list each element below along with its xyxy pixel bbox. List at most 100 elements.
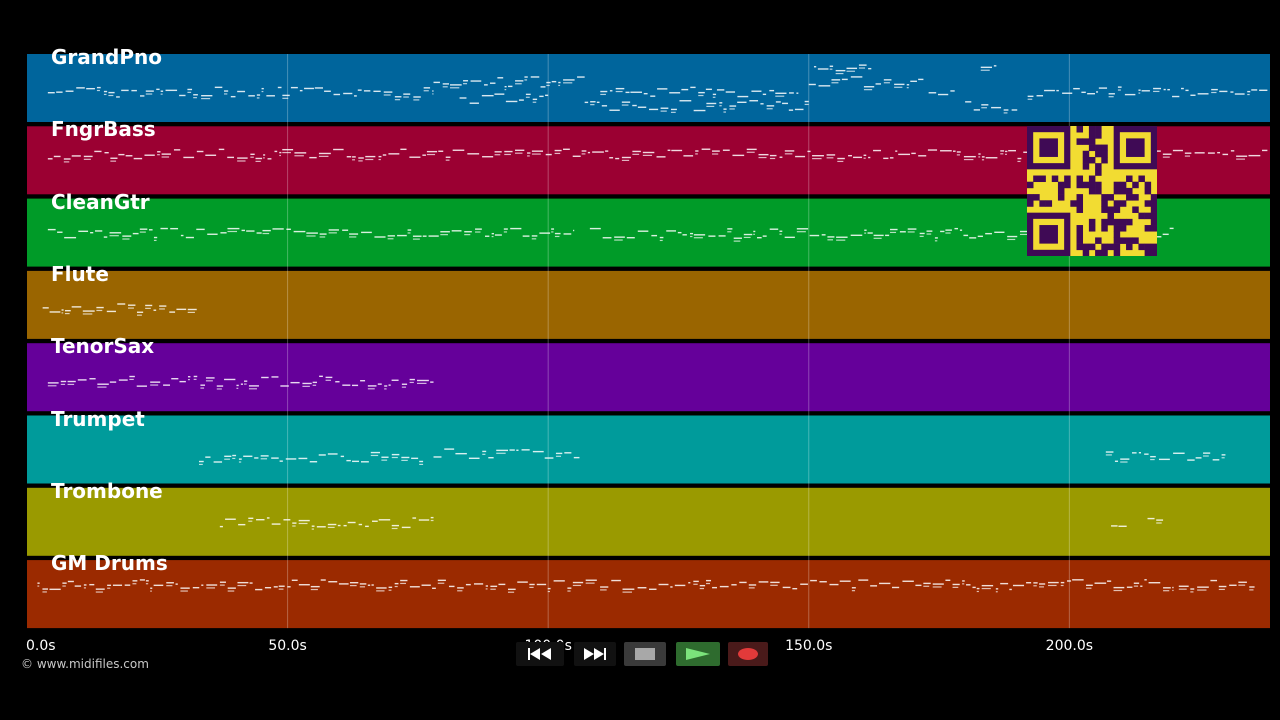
note-mark	[433, 456, 442, 458]
note-mark	[187, 376, 191, 378]
qr-module	[1113, 218, 1121, 226]
note-mark	[894, 83, 905, 86]
note-mark	[688, 582, 691, 584]
qr-module	[1138, 175, 1145, 183]
qr-module	[1064, 175, 1071, 183]
note-mark	[863, 154, 867, 156]
note-mark	[157, 154, 160, 156]
note-mark	[482, 450, 487, 453]
note-mark	[224, 90, 229, 92]
note-mark	[959, 229, 963, 231]
note-mark	[310, 588, 318, 591]
note-mark	[890, 228, 898, 231]
record-button[interactable]	[728, 642, 768, 666]
note-mark	[185, 236, 194, 239]
note-mark	[1017, 160, 1021, 163]
note-mark	[262, 232, 270, 235]
qr-module	[1076, 225, 1084, 232]
note-mark	[1211, 91, 1217, 94]
note-mark	[706, 105, 715, 107]
note-mark	[585, 582, 595, 584]
track-label: Trumpet	[51, 406, 145, 431]
note-mark	[953, 150, 956, 152]
note-mark	[1163, 88, 1166, 91]
note-mark	[642, 154, 653, 156]
note-mark	[1219, 90, 1228, 93]
note-mark	[848, 154, 852, 157]
qr-code	[1027, 126, 1157, 256]
note-mark	[670, 586, 673, 588]
note-mark	[829, 65, 834, 67]
note-mark	[64, 309, 71, 312]
note-mark	[965, 101, 972, 103]
note-mark	[306, 235, 316, 237]
note-mark	[674, 584, 686, 587]
note-mark	[743, 236, 751, 239]
note-mark	[139, 579, 145, 581]
note-mark	[359, 586, 366, 588]
note-mark	[879, 582, 891, 585]
qr-module	[1132, 181, 1139, 189]
note-mark	[302, 382, 312, 385]
note-mark	[198, 463, 203, 466]
note-mark	[423, 90, 429, 92]
note-mark	[358, 157, 364, 159]
note-mark	[357, 89, 362, 91]
note-mark	[630, 91, 642, 93]
note-mark	[1150, 455, 1156, 458]
note-mark	[1044, 89, 1055, 92]
note-mark	[666, 230, 677, 232]
note-mark	[1039, 583, 1046, 585]
note-mark	[753, 230, 756, 233]
rewind-button[interactable]	[516, 642, 564, 666]
note-mark	[1048, 581, 1059, 584]
note-mark	[1229, 584, 1237, 586]
note-mark	[521, 449, 530, 451]
note-mark	[625, 91, 630, 94]
qr-module	[1095, 132, 1102, 139]
note-mark	[283, 519, 291, 521]
note-mark	[637, 230, 649, 232]
note-mark	[266, 517, 270, 519]
note-mark	[394, 585, 398, 588]
qr-module	[1088, 156, 1096, 164]
note-mark	[600, 589, 607, 591]
qr-module	[1144, 249, 1152, 256]
note-mark	[42, 307, 49, 309]
note-mark	[171, 378, 179, 380]
fast-forward-button[interactable]	[574, 642, 616, 666]
note-mark	[110, 160, 117, 162]
qr-module	[1101, 144, 1108, 152]
note-mark	[238, 461, 242, 463]
qr-module	[1119, 237, 1127, 244]
note-mark	[895, 150, 898, 152]
note-mark	[757, 236, 762, 239]
note-mark	[873, 237, 882, 239]
track-lane	[27, 415, 1270, 484]
note-mark	[985, 232, 992, 235]
note-mark	[821, 234, 826, 236]
note-mark	[1207, 152, 1215, 154]
note-mark	[400, 148, 407, 151]
note-mark	[124, 584, 131, 586]
note-mark	[83, 584, 87, 586]
note-mark	[1148, 582, 1161, 584]
note-mark	[148, 229, 153, 231]
play-button[interactable]	[676, 642, 720, 666]
note-mark	[529, 583, 535, 586]
note-mark	[241, 229, 245, 232]
note-mark	[727, 231, 732, 233]
qr-module	[1082, 150, 1090, 158]
note-mark	[1190, 94, 1196, 96]
note-mark	[1184, 155, 1191, 157]
note-mark	[287, 586, 291, 588]
stop-button[interactable]	[624, 642, 666, 666]
note-mark	[187, 379, 190, 381]
qr-module	[1119, 218, 1127, 226]
note-mark	[426, 150, 438, 153]
qr-module	[1101, 249, 1108, 256]
note-mark	[496, 449, 509, 452]
note-mark	[310, 585, 320, 588]
note-mark	[563, 82, 573, 84]
note-mark	[1019, 233, 1028, 236]
